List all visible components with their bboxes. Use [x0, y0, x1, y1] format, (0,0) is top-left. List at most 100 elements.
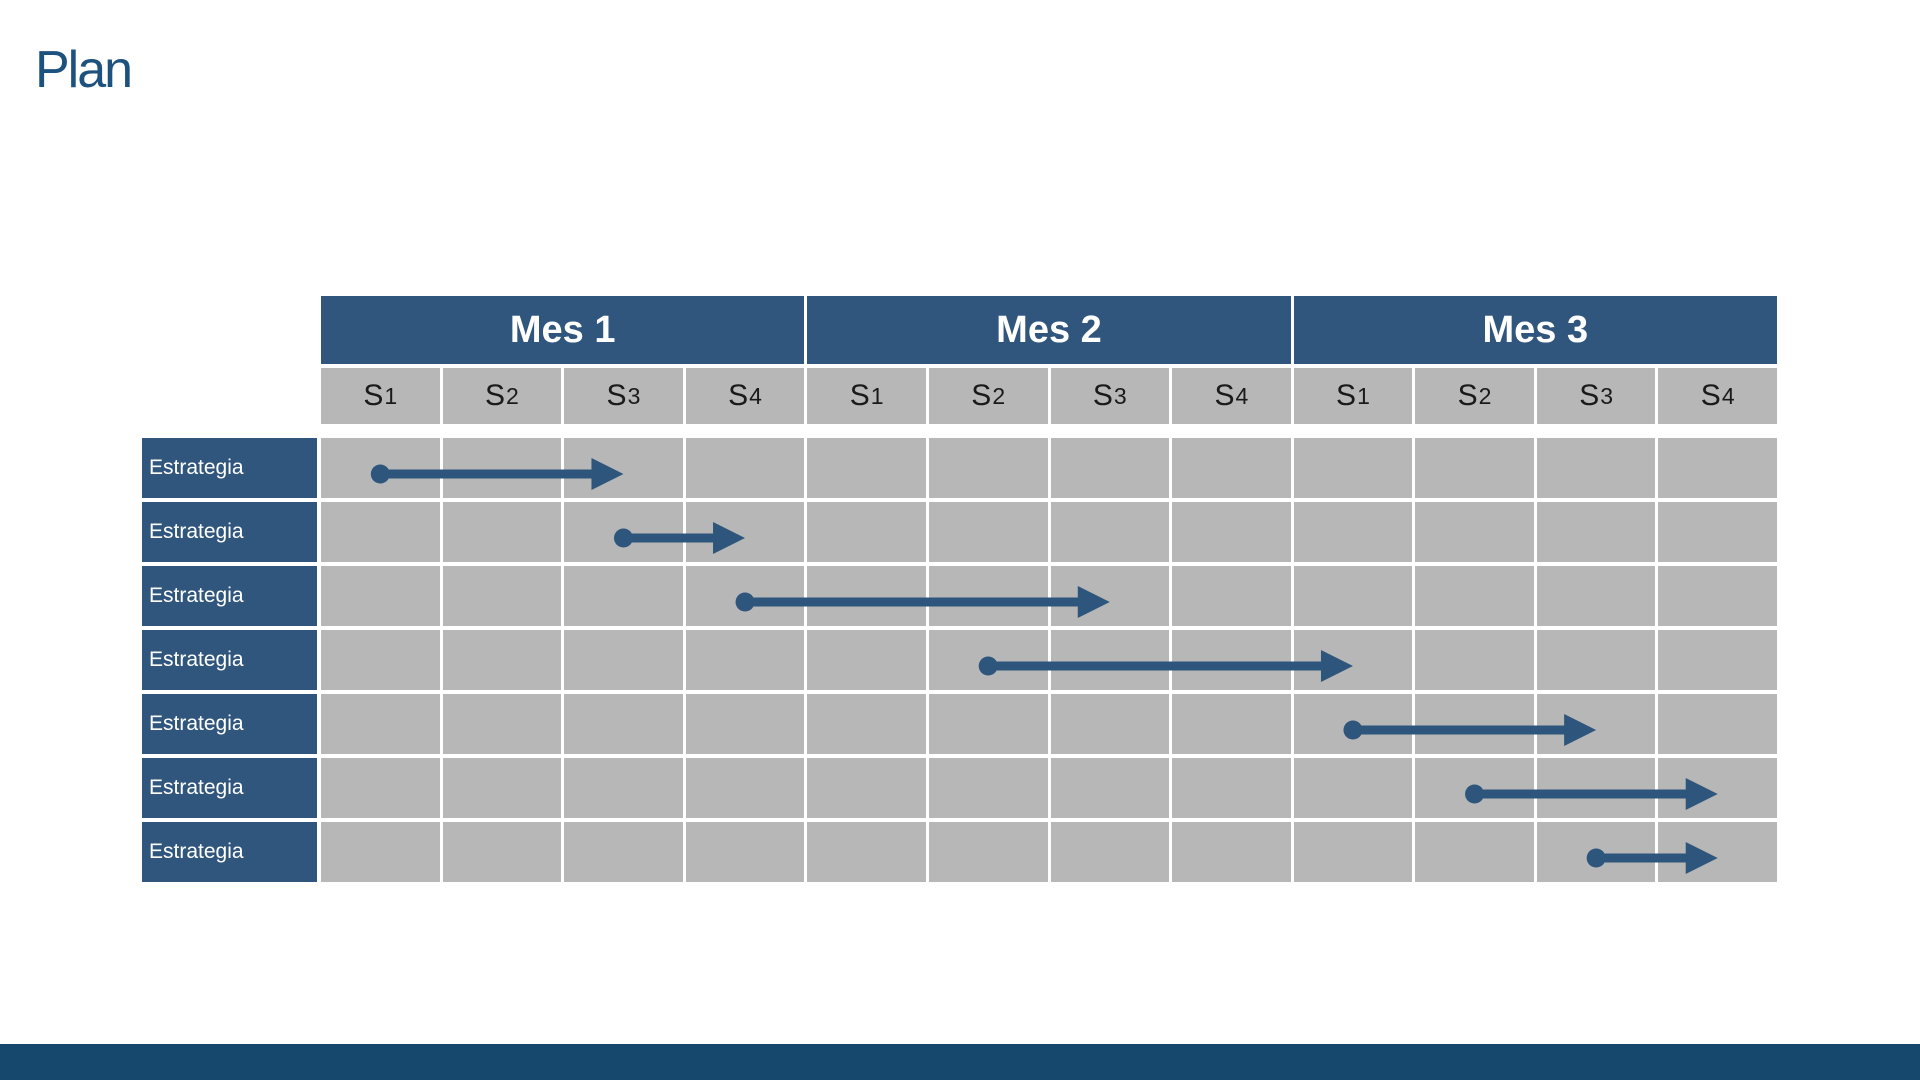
gantt-cell: [442, 822, 562, 882]
gantt-cell: [321, 758, 440, 818]
gantt-cell: [1050, 438, 1170, 498]
gantt-cell: [564, 822, 683, 882]
gantt-cell: [321, 438, 440, 498]
week-label-number: 3: [627, 382, 641, 409]
gantt-month-header-row: Mes 1 Mes 2 Mes 3: [321, 296, 1777, 364]
gantt-cell: [1050, 502, 1170, 562]
gantt-cell: [442, 630, 562, 690]
gantt-cell: [321, 630, 440, 690]
gantt-cell: [1172, 694, 1291, 754]
gantt-cell: [564, 502, 683, 562]
row-label-cell: Estrategia: [142, 438, 317, 498]
week-label-letter: S: [849, 379, 870, 412]
gantt-cell: [685, 758, 805, 818]
gantt-cell: [807, 822, 926, 882]
gantt-cell: [1293, 438, 1413, 498]
gantt-cell: [1172, 822, 1291, 882]
gantt-cell: [685, 438, 805, 498]
gantt-cell: [685, 694, 805, 754]
row-label-cell: Estrategia: [142, 758, 317, 818]
week-label-number: 2: [1478, 382, 1492, 409]
gantt-cell: [1172, 758, 1291, 818]
gantt-cell: [1536, 822, 1656, 882]
gantt-cell: [1658, 566, 1777, 626]
week-label-number: 1: [1357, 382, 1370, 409]
week-label-number: 3: [1600, 382, 1614, 409]
gantt-cell: [807, 758, 926, 818]
gantt-cell: [1415, 438, 1534, 498]
gantt-cell: [1658, 630, 1777, 690]
gantt-cell: [807, 566, 926, 626]
gantt-cell: [928, 438, 1048, 498]
gantt-cell: [1536, 630, 1656, 690]
week-label-letter: S: [484, 379, 505, 412]
gantt-cell: [1415, 694, 1534, 754]
week-label-letter: S: [1700, 379, 1721, 412]
gantt-cell: [1293, 758, 1413, 818]
week-label-letter: S: [1336, 379, 1357, 412]
gantt-cell: [442, 502, 562, 562]
gantt-cell: [1293, 694, 1413, 754]
gantt-cell: [1415, 566, 1534, 626]
gantt-cell: [1050, 694, 1170, 754]
gantt-cell: [1050, 758, 1170, 818]
row-label-cell: Estrategia: [142, 502, 317, 562]
row-label-cell: Estrategia: [142, 822, 317, 882]
month-header-cell: Mes 2: [807, 296, 1291, 364]
row-label-cell: Estrategia: [142, 566, 317, 626]
gantt-cell: [1536, 502, 1656, 562]
gantt-cell: [1415, 630, 1534, 690]
gantt-cell: [1658, 694, 1777, 754]
row-label-cell: Estrategia: [142, 694, 317, 754]
gantt-cell: [1293, 822, 1413, 882]
gantt-cell: [321, 566, 440, 626]
gantt-cell: [928, 822, 1048, 882]
week-label-letter: S: [728, 379, 749, 412]
gantt-cell: [564, 566, 683, 626]
gantt-cell: [928, 694, 1048, 754]
gantt-cell: [442, 694, 562, 754]
gantt-cell: [321, 694, 440, 754]
gantt-cell: [685, 566, 805, 626]
gantt-cell: [1658, 758, 1777, 818]
gantt-cell: [1293, 502, 1413, 562]
gantt-cell: [564, 758, 683, 818]
gantt-cell: [1658, 438, 1777, 498]
gantt-cell: [1536, 566, 1656, 626]
gantt-cell: [1050, 630, 1170, 690]
row-label-cell: Estrategia: [142, 630, 317, 690]
gantt-cell: [564, 438, 683, 498]
week-label-number: 2: [505, 382, 519, 409]
gantt-cell: [1536, 758, 1656, 818]
gantt-cell: [1415, 758, 1534, 818]
week-label-number: 1: [384, 382, 398, 409]
week-label-number: 2: [992, 382, 1006, 409]
gantt-cell: [928, 630, 1048, 690]
gantt-cell: [928, 758, 1048, 818]
gantt-cell: [1415, 822, 1534, 882]
gantt-cell: [1658, 822, 1777, 882]
week-label-letter: S: [1092, 379, 1113, 412]
week-label-number: 4: [1235, 382, 1249, 409]
gantt-cell: [442, 438, 562, 498]
gantt-cell: [807, 438, 926, 498]
gantt-cell: [1172, 502, 1291, 562]
page-title: Plan: [35, 41, 133, 99]
gantt-cell: [685, 822, 805, 882]
month-header-cell: Mes 3: [1293, 296, 1777, 364]
week-label-number: 4: [1721, 382, 1735, 409]
week-label-number: 3: [1113, 382, 1127, 409]
gantt-cell: [928, 566, 1048, 626]
gantt-cell: [1536, 438, 1656, 498]
month-header-cell: Mes 1: [321, 296, 805, 364]
